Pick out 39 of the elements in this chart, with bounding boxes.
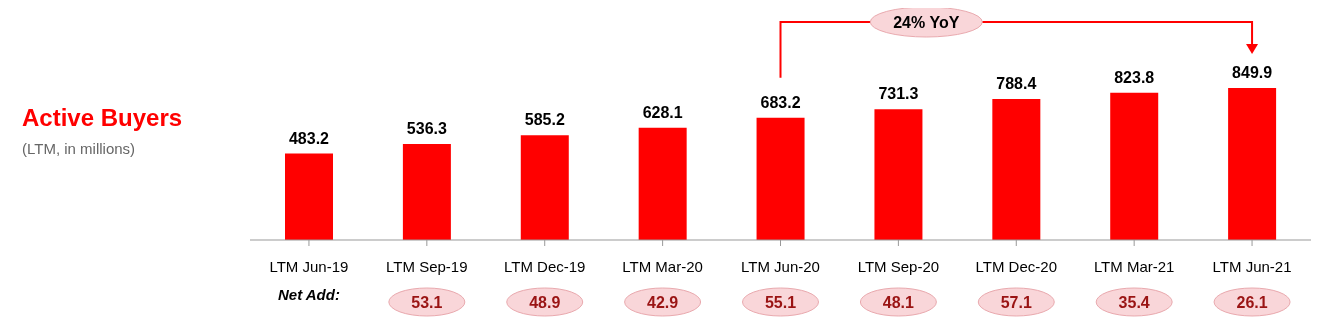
x-tick-label: LTM Mar-20 [622,258,703,275]
data-label: 483.2 [288,129,330,147]
text: 26.1 [1236,294,1268,311]
x-tick-label: LTM Jun-20 [741,258,820,275]
text: 48.1 [882,294,915,311]
x-tick-label: LTM Sep-19 [386,258,468,275]
data-label: 788.4 [996,75,1037,92]
x-tick-label: LTM Mar-21 [1093,258,1175,275]
text: Net Add: [277,286,340,303]
bar [992,99,1041,240]
bar [1110,92,1159,240]
data-label: 585.2 [524,111,565,129]
bar [1228,88,1277,240]
x-tick-label: LTM Sep-20 [857,258,940,275]
x-tick-label: LTM Jun-19 [269,258,349,275]
data-label: 849.9 [1232,64,1273,81]
data-label: 731.3 [878,85,919,103]
bar [638,127,687,240]
data-label: 823.8 [1114,68,1155,86]
text: Active Buyers [22,104,183,132]
bar [756,117,805,240]
text: 53.1 [411,294,443,311]
x-tick-label: LTM Dec-20 [975,258,1057,275]
data-label: 628.1 [642,103,683,121]
text: 57.1 [1000,294,1032,311]
data-label: 536.3 [406,120,448,138]
x-tick-label: LTM Jun-21 [1212,258,1292,275]
x-tick-label: LTM Dec-19 [504,258,586,275]
bar [285,153,333,240]
bar [874,109,923,240]
text: 48.9 [529,294,561,311]
data-label: 683.2 [760,93,801,111]
text: (LTM, in millions) [22,140,137,157]
bar [402,144,451,240]
text: 35.4 [1118,294,1150,311]
text: 24% YoY [893,14,960,31]
bar [520,135,569,240]
text: 42.9 [647,294,679,311]
text: 55.1 [764,294,797,311]
